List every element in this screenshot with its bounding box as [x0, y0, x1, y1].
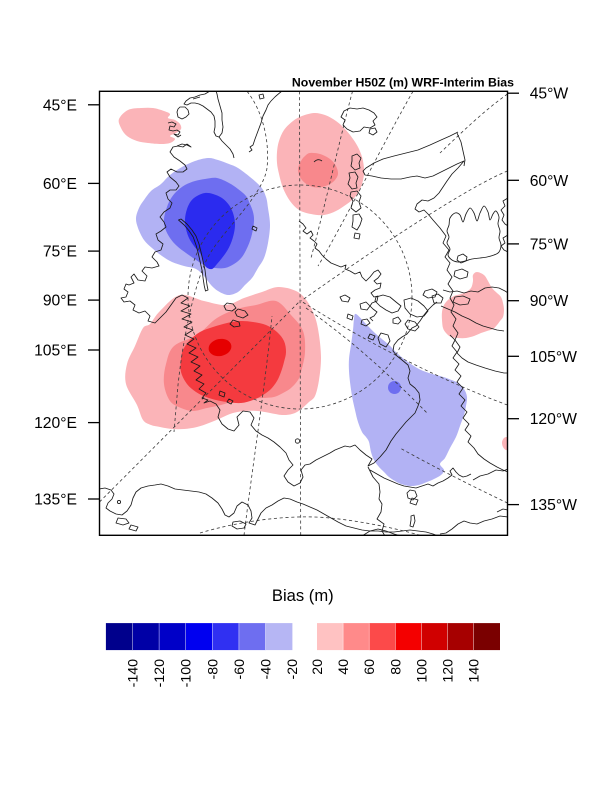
svg-text:-80: -80	[205, 659, 221, 680]
svg-text:75°E: 75°E	[43, 244, 77, 261]
svg-text:-120: -120	[152, 659, 168, 688]
svg-text:-40: -40	[259, 659, 275, 680]
svg-text:105°W: 105°W	[530, 349, 577, 366]
svg-text:60°E: 60°E	[43, 176, 77, 193]
svg-text:105°E: 105°E	[34, 343, 77, 360]
svg-text:120°W: 120°W	[530, 411, 577, 428]
svg-text:90°W: 90°W	[530, 293, 569, 310]
svg-text:45°E: 45°E	[43, 97, 77, 114]
svg-text:100: 100	[414, 659, 430, 683]
svg-text:80: 80	[388, 659, 404, 675]
svg-text:120°E: 120°E	[34, 415, 77, 432]
svg-text:-140: -140	[126, 659, 142, 688]
svg-text:20: 20	[310, 659, 326, 675]
svg-text:45°W: 45°W	[530, 86, 569, 103]
svg-text:135°E: 135°E	[34, 492, 77, 509]
svg-text:60°W: 60°W	[530, 173, 569, 190]
svg-text:-100: -100	[179, 659, 195, 688]
svg-text:135°W: 135°W	[530, 497, 577, 514]
svg-text:75°W: 75°W	[530, 236, 569, 253]
svg-text:November H50Z (m) WRF-Interim: November H50Z (m) WRF-Interim Bias	[292, 75, 514, 89]
svg-text:40: 40	[336, 659, 352, 675]
svg-text:120: 120	[441, 659, 457, 683]
svg-text:Bias (m): Bias (m)	[272, 586, 334, 605]
svg-text:90°E: 90°E	[43, 293, 77, 310]
svg-text:-20: -20	[285, 659, 301, 680]
svg-text:-60: -60	[232, 659, 248, 680]
svg-text:60: 60	[362, 659, 378, 675]
svg-text:140: 140	[467, 659, 483, 683]
